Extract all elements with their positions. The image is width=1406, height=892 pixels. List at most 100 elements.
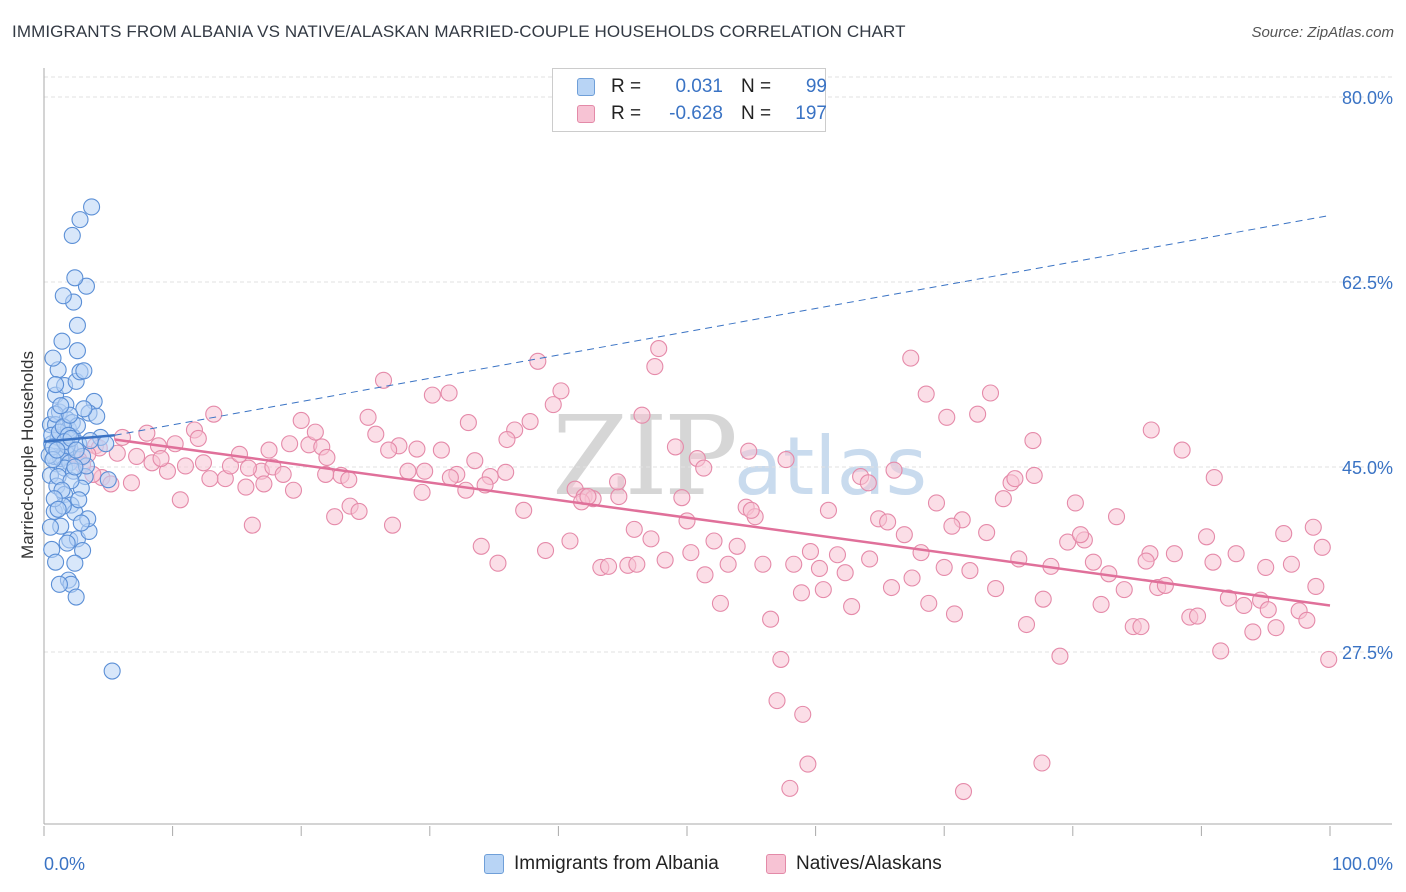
natives-point xyxy=(1138,553,1154,569)
natives-point xyxy=(829,547,845,563)
natives-point xyxy=(282,436,298,452)
natives-point xyxy=(1035,591,1051,607)
natives-point xyxy=(1109,509,1125,525)
natives-point xyxy=(516,502,532,518)
albania-point xyxy=(48,377,64,393)
natives-point xyxy=(755,556,771,572)
natives-point xyxy=(360,409,376,425)
natives-point xyxy=(982,385,998,401)
x-tick-label-min: 0.0% xyxy=(44,854,85,874)
natives-point xyxy=(1260,602,1276,618)
natives-point xyxy=(285,482,301,498)
natives-point xyxy=(786,556,802,572)
albania-point xyxy=(69,343,85,359)
natives-point xyxy=(341,472,357,488)
albania-point xyxy=(68,589,84,605)
natives-point xyxy=(904,570,920,586)
natives-point xyxy=(946,606,962,622)
bottom-legend-label-natives: Natives/Alaskans xyxy=(796,853,942,875)
natives-point xyxy=(417,463,433,479)
natives-point xyxy=(706,533,722,549)
natives-point xyxy=(307,424,323,440)
natives-point xyxy=(782,780,798,796)
natives-point xyxy=(896,527,912,543)
natives-point xyxy=(1205,554,1221,570)
albania-point xyxy=(100,472,116,488)
natives-point xyxy=(601,558,617,574)
natives-point xyxy=(769,693,785,709)
natives-point xyxy=(261,442,277,458)
natives-point xyxy=(530,353,546,369)
natives-point xyxy=(903,350,919,366)
albania-point xyxy=(51,576,67,592)
correlation-legend: R = 0.031 N = 99 R = -0.628 N = 197 xyxy=(552,68,826,132)
legend-n-value: 197 xyxy=(781,103,827,125)
natives-point xyxy=(1190,608,1206,624)
natives-point xyxy=(238,479,254,495)
natives-point xyxy=(1143,422,1159,438)
albania-point xyxy=(76,401,92,417)
natives-point xyxy=(820,502,836,518)
natives-point xyxy=(955,784,971,800)
natives-point xyxy=(626,521,642,537)
natives-point xyxy=(368,426,384,442)
natives-point xyxy=(1314,539,1330,555)
natives-point xyxy=(319,449,335,465)
natives-point xyxy=(743,502,759,518)
natives-point xyxy=(424,387,440,403)
natives-point xyxy=(139,425,155,441)
natives-point xyxy=(763,611,779,627)
natives-point xyxy=(862,551,878,567)
natives-point xyxy=(153,451,169,467)
natives-point xyxy=(441,385,457,401)
albania-point xyxy=(45,350,61,366)
natives-point xyxy=(928,495,944,511)
albania-point xyxy=(76,363,92,379)
natives-point xyxy=(651,341,667,357)
natives-point xyxy=(800,756,816,772)
natives-point xyxy=(629,556,645,572)
natives-point xyxy=(244,517,260,533)
natives-point xyxy=(172,492,188,508)
legend-r-label: R = xyxy=(611,76,655,98)
y-tick-label: 27.5% xyxy=(1342,643,1393,663)
legend-r-value: -0.628 xyxy=(655,103,723,125)
natives-point xyxy=(1073,527,1089,543)
natives-point xyxy=(778,452,794,468)
natives-point xyxy=(1007,471,1023,487)
natives-point xyxy=(195,455,211,471)
albania-point xyxy=(82,433,98,449)
natives-point xyxy=(936,559,952,575)
legend-row-natives: R = -0.628 N = 197 xyxy=(577,101,827,127)
natives-point xyxy=(979,525,995,541)
natives-point xyxy=(773,651,789,667)
natives-point xyxy=(729,538,745,554)
natives-point xyxy=(490,555,506,571)
natives-point xyxy=(1213,643,1229,659)
legend-r-value: 0.031 xyxy=(655,76,723,98)
legend-n-label: N = xyxy=(741,103,781,125)
legend-swatch-pink xyxy=(577,105,595,123)
natives-point xyxy=(793,585,809,601)
albania-point xyxy=(42,519,58,535)
bottom-legend-label-albania: Immigrants from Albania xyxy=(514,853,719,875)
natives-point xyxy=(712,595,728,611)
legend-row-albania: R = 0.031 N = 99 xyxy=(577,74,827,100)
natives-point xyxy=(970,406,986,422)
bottom-legend-albania: Immigrants from Albania xyxy=(484,852,719,876)
natives-point xyxy=(240,460,256,476)
natives-point xyxy=(1299,612,1315,628)
natives-point xyxy=(883,580,899,596)
natives-trend-line xyxy=(115,440,1330,606)
natives-point xyxy=(231,446,247,462)
natives-point xyxy=(1268,620,1284,636)
natives-point xyxy=(1025,433,1041,449)
natives-point xyxy=(962,563,978,579)
scatter-chart: 27.5%45.0%62.5%80.0%0.0% 100.0%Married-co… xyxy=(0,0,1406,892)
albania-point xyxy=(69,317,85,333)
natives-point xyxy=(811,560,827,576)
natives-point xyxy=(657,552,673,568)
natives-point xyxy=(538,543,554,559)
natives-point xyxy=(190,430,206,446)
legend-n-label: N = xyxy=(741,76,781,98)
